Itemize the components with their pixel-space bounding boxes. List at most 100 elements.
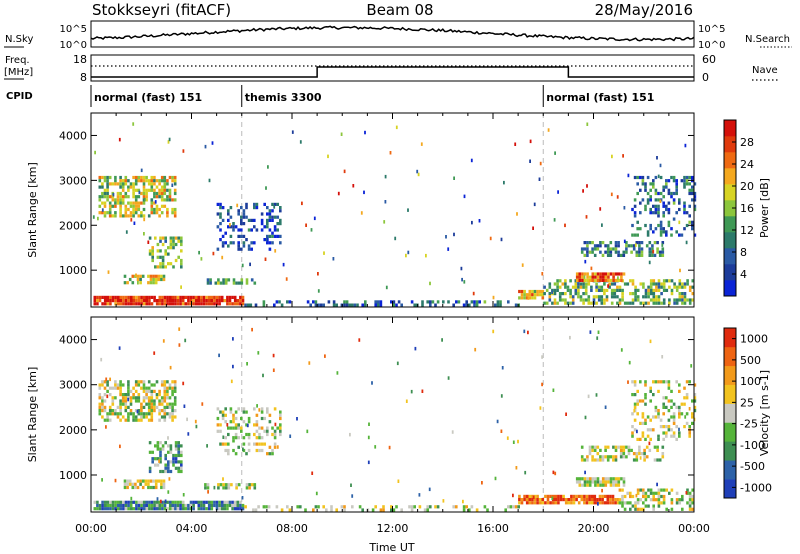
echo-cell <box>271 234 274 238</box>
echo-cell <box>596 483 600 487</box>
echo-cell <box>152 479 155 483</box>
echo-cell <box>172 453 175 458</box>
echo-cell <box>125 230 128 234</box>
echo-cell <box>129 302 133 306</box>
echo-cell <box>685 380 689 384</box>
echo-cell <box>670 428 673 432</box>
echo-cell <box>163 393 167 397</box>
echo-cell <box>527 296 530 300</box>
echo-cell <box>533 501 537 505</box>
echo-cell <box>445 235 447 239</box>
echo-cell <box>659 191 663 196</box>
echo-cell <box>266 410 269 414</box>
echo-cell <box>218 353 220 358</box>
echo-cell <box>651 244 654 248</box>
echo-cell <box>250 247 253 251</box>
echo-cell <box>659 227 663 231</box>
echo-cell <box>434 505 437 509</box>
echo-cell <box>636 389 639 393</box>
echo-cell <box>219 215 222 219</box>
echo-cell <box>599 458 602 462</box>
echo-cell <box>649 198 652 202</box>
echo-cell <box>586 244 589 248</box>
echo-cell <box>693 198 697 202</box>
echo-cell <box>268 209 272 213</box>
echo-cell <box>631 434 634 438</box>
echo-cell <box>124 195 128 199</box>
echo-cell <box>108 386 112 390</box>
echo-cell <box>390 300 393 304</box>
echo-cell <box>232 222 235 226</box>
echo-cell <box>425 253 427 258</box>
x-tick-label: 00:00 <box>75 522 107 535</box>
echo-cell <box>169 262 173 266</box>
echo-cell <box>171 415 174 419</box>
echo-cell <box>142 201 146 205</box>
echo-cell <box>549 494 552 498</box>
echo-cell <box>527 330 529 335</box>
echo-cell <box>546 494 550 498</box>
echo-cell <box>657 174 660 179</box>
echo-cell <box>145 175 148 180</box>
echo-cell <box>109 507 112 511</box>
echo-cell <box>160 175 164 180</box>
echo-cell <box>159 441 162 445</box>
echo-cell <box>204 144 207 149</box>
echo-cell <box>652 380 655 384</box>
echo-cell <box>609 477 613 481</box>
echo-cell <box>150 201 154 205</box>
echo-cell <box>506 436 509 440</box>
echo-cell <box>230 379 233 384</box>
echo-cell <box>108 211 112 215</box>
echo-cell <box>116 386 120 390</box>
echo-cell <box>119 405 122 409</box>
echo-cell <box>167 463 170 467</box>
echo-cell <box>119 211 122 215</box>
colorbar-segment <box>724 264 736 281</box>
echo-cell <box>662 402 665 406</box>
echo-cell <box>604 250 607 254</box>
echo-cell <box>678 501 681 505</box>
echo-cell <box>599 480 602 484</box>
echo-cell <box>227 212 230 216</box>
echo-cell <box>662 437 665 441</box>
echo-cell <box>114 299 117 303</box>
echo-cell <box>636 501 640 505</box>
echo-cell <box>221 244 225 248</box>
echo-cell <box>168 191 172 196</box>
echo-cell <box>237 445 240 449</box>
echo-cell <box>253 432 256 437</box>
echo-cell <box>638 448 641 452</box>
echo-cell <box>643 448 646 452</box>
echo-cell <box>586 483 589 487</box>
echo-cell <box>670 434 673 438</box>
echo-cell <box>103 405 107 409</box>
echo-cell <box>693 204 697 208</box>
echo-cell <box>140 409 143 413</box>
echo-cell <box>680 233 684 237</box>
echo-cell <box>266 426 269 430</box>
echo-cell <box>405 253 407 258</box>
echo-cell <box>614 445 618 449</box>
echo-cell <box>101 211 104 215</box>
echo-cell <box>436 300 440 304</box>
echo-cell <box>617 480 621 484</box>
echo-cell <box>567 498 571 502</box>
echo-cell <box>108 182 112 186</box>
freq-line <box>91 66 694 78</box>
echo-cell <box>693 405 697 409</box>
echo-cell <box>635 452 639 456</box>
echo-cell <box>678 285 682 289</box>
echo-cell <box>145 507 149 511</box>
echo-cell <box>564 223 566 228</box>
echo-cell <box>538 293 542 297</box>
echo-cell <box>168 500 172 504</box>
echo-cell <box>171 507 175 511</box>
echo-cell <box>672 175 676 180</box>
echo-cell <box>596 244 600 248</box>
echo-cell <box>431 300 435 304</box>
echo-cell <box>678 431 681 435</box>
echo-cell <box>672 402 676 406</box>
echo-cell <box>584 415 587 420</box>
echo-cell <box>260 448 264 453</box>
